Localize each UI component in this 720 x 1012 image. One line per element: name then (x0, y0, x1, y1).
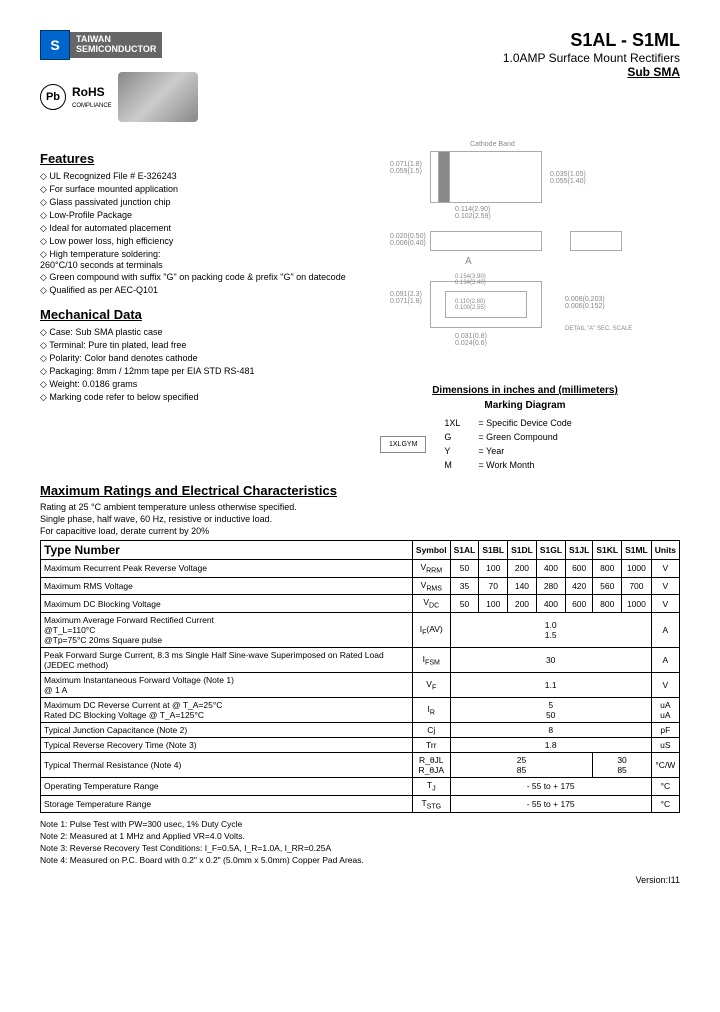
feature-item: Green compound with suffix "G" on packin… (40, 271, 350, 284)
cathode-label: Cathode Band (470, 141, 515, 148)
table-row: Peak Forward Surge Current, 8.3 ms Singl… (41, 648, 680, 673)
header: S TAIWANSEMICONDUCTOR Pb RoHSCOMPLIANCE … (40, 30, 680, 126)
table-row: Typical Thermal Resistance (Note 4)R_θJL… (41, 753, 680, 778)
mechanical-item: Polarity: Color band denotes cathode (40, 352, 350, 365)
part-number: S1AL - S1ML (503, 30, 680, 51)
marking-table: 1XLGYM 1XL= Specific Device Code G= Gree… (370, 415, 582, 473)
feature-item: UL Recognized File # E-326243 (40, 170, 350, 183)
table-row: Operating Temperature RangeTJ- 55 to + 1… (41, 778, 680, 796)
feature-item: Glass passivated junction chip (40, 196, 350, 209)
table-row: Maximum Recurrent Peak Reverse VoltageVR… (41, 560, 680, 578)
package-drawing: Cathode Band 0.071(1.8) 0.059(1.5) 0.114… (370, 141, 680, 381)
table-row: Typical Reverse Recovery Time (Note 3)Tr… (41, 738, 680, 753)
pb-badge: Pb (40, 84, 66, 110)
ratings-intro3: For capacitive load, derate current by 2… (40, 526, 680, 536)
table-row: Typical Junction Capacitance (Note 2)Cj8… (41, 723, 680, 738)
spec-table: Type Number SymbolS1ALS1BL S1DLS1GLS1JL … (40, 540, 680, 813)
mechanical-item: Terminal: Pure tin plated, lead free (40, 339, 350, 352)
mechanical-item: Marking code refer to below specified (40, 391, 350, 404)
feature-item: Low power loss, high efficiency (40, 235, 350, 248)
dim-bot-bot: 0.031(0.8) 0.024(0.6) (455, 333, 487, 347)
dim-bottom1: 0.114(2.90) 0.102(2.59) (455, 206, 491, 220)
notes: Note 1: Pulse Test with PW=300 usec, 1% … (40, 819, 680, 865)
marking-box: 1XLGYM (380, 436, 426, 453)
dimensions-title: Dimensions in inches and (millimeters) (370, 385, 680, 396)
cert-badges: Pb RoHSCOMPLIANCE (40, 68, 198, 126)
feature-item: High temperature soldering: 260°C/10 sec… (40, 248, 350, 271)
mechanical-item: Packaging: 8mm / 12mm tape per EIA STD R… (40, 365, 350, 378)
logo-block: S TAIWANSEMICONDUCTOR Pb RoHSCOMPLIANCE (40, 30, 198, 126)
package-type: Sub SMA (503, 65, 680, 79)
detail-a-label: A (465, 256, 472, 267)
main-columns: Features UL Recognized File # E-326243Fo… (40, 141, 680, 473)
logo-icon: S (40, 30, 70, 60)
feature-item: For surface mounted application (40, 183, 350, 196)
mechanical-list: Case: Sub SMA plastic caseTerminal: Pure… (40, 326, 350, 404)
right-column: Cathode Band 0.071(1.8) 0.059(1.5) 0.114… (370, 141, 680, 473)
table-header-row: Type Number SymbolS1ALS1BL S1DLS1GLS1JL … (41, 541, 680, 560)
part-description: 1.0AMP Surface Mount Rectifiers (503, 51, 680, 65)
mechanical-item: Weight: 0.0186 grams (40, 378, 350, 391)
feature-item: Low-Profile Package (40, 209, 350, 222)
dim-bot-top: 0.154(3.90) 0.134(3.40) (455, 274, 486, 286)
table-row: Maximum RMS VoltageVRMS35701402804205607… (41, 577, 680, 595)
dim-side: 0.020(0.50) 0.006(0.40) (390, 233, 426, 247)
type-number-header: Type Number (41, 541, 413, 560)
version: Version:I11 (40, 875, 680, 885)
ratings-intro1: Rating at 25 °C ambient temperature unle… (40, 502, 680, 512)
table-row: Maximum DC Blocking VoltageVDC5010020040… (41, 595, 680, 613)
left-column: Features UL Recognized File # E-326243Fo… (40, 141, 350, 473)
marking-heading: Marking Diagram (370, 400, 680, 411)
table-row: Maximum Average Forward Rectified Curren… (41, 613, 680, 648)
dim-bot-mid: 0.110(2.80) 0.100(2.55) (455, 299, 486, 311)
table-row: Storage Temperature RangeTSTG- 55 to + 1… (41, 795, 680, 813)
dim-detail: 0.008(0.203) 0.006(0.152) (565, 296, 605, 310)
brand-text: TAIWANSEMICONDUCTOR (70, 32, 162, 58)
dim-left: 0.071(1.8) 0.059(1.5) (390, 161, 422, 175)
title-block: S1AL - S1ML 1.0AMP Surface Mount Rectifi… (503, 30, 680, 79)
ratings-heading: Maximum Ratings and Electrical Character… (40, 483, 680, 498)
features-list: UL Recognized File # E-326243For surface… (40, 170, 350, 297)
package-image (118, 72, 198, 122)
note1: Note 1: Pulse Test with PW=300 usec, 1% … (40, 819, 680, 829)
feature-item: Ideal for automated placement (40, 222, 350, 235)
features-heading: Features (40, 151, 350, 166)
rohs-badge: RoHSCOMPLIANCE (72, 85, 112, 110)
ratings-intro2: Single phase, half wave, 60 Hz, resistiv… (40, 514, 680, 524)
note3: Note 3: Reverse Recovery Test Conditions… (40, 843, 680, 853)
note2: Note 2: Measured at 1 MHz and Applied VR… (40, 831, 680, 841)
dim-right1: 0.035(1.05) 0.055(1.40) (550, 171, 586, 185)
detail-caption: DETAIL "A" SEC. SCALE (565, 326, 632, 332)
table-row: Maximum DC Reverse Current at @ T_A=25°C… (41, 698, 680, 723)
table-row: Maximum Instantaneous Forward Voltage (N… (41, 673, 680, 698)
mechanical-heading: Mechanical Data (40, 307, 350, 322)
feature-item: Qualified as per AEC-Q101 (40, 284, 350, 297)
note4: Note 4: Measured on P.C. Board with 0.2"… (40, 855, 680, 865)
mechanical-item: Case: Sub SMA plastic case (40, 326, 350, 339)
dim-bot-left: 0.091(2.3) 0.071(1.8) (390, 291, 422, 305)
company-logo: S TAIWANSEMICONDUCTOR (40, 30, 198, 60)
